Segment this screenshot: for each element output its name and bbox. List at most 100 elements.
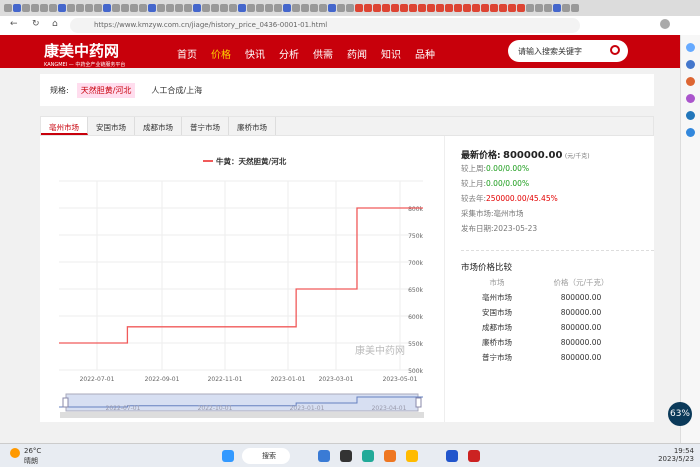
- browser-tab[interactable]: [22, 4, 30, 12]
- browser-tab[interactable]: [319, 4, 327, 12]
- browser-tab[interactable]: [175, 4, 183, 12]
- browser-tab[interactable]: [193, 4, 201, 12]
- browser-tab[interactable]: [211, 4, 219, 12]
- browser-tab[interactable]: [409, 4, 417, 12]
- browser-tab[interactable]: [49, 4, 57, 12]
- browser-tab[interactable]: [58, 4, 66, 12]
- browser-tab[interactable]: [544, 4, 552, 12]
- tag-icon[interactable]: [686, 60, 695, 69]
- browser-tab[interactable]: [202, 4, 210, 12]
- browser-tab[interactable]: [157, 4, 165, 12]
- browser-tab[interactable]: [418, 4, 426, 12]
- browser-tab[interactable]: [562, 4, 570, 12]
- browser-tab[interactable]: [139, 4, 147, 12]
- browser-tab[interactable]: [229, 4, 237, 12]
- nav-item[interactable]: 知识: [381, 50, 401, 61]
- market-tab[interactable]: 普宁市场: [182, 117, 229, 135]
- browser-tab[interactable]: [256, 4, 264, 12]
- browser-tab[interactable]: [148, 4, 156, 12]
- browser-tab[interactable]: [184, 4, 192, 12]
- browser-tab[interactable]: [130, 4, 138, 12]
- browser-tab[interactable]: [346, 4, 354, 12]
- site-logo[interactable]: 康美中药网 KANGMEI — 中药全产业链服务平台: [44, 42, 126, 68]
- browser-tab[interactable]: [436, 4, 444, 12]
- browser-tab[interactable]: [463, 4, 471, 12]
- browser-tab[interactable]: [67, 4, 75, 12]
- mail-icon[interactable]: [318, 450, 330, 462]
- telegram-icon[interactable]: [686, 128, 695, 137]
- browser-tab[interactable]: [490, 4, 498, 12]
- browser-tab[interactable]: [454, 4, 462, 12]
- browser-tab[interactable]: [445, 4, 453, 12]
- browser-tab[interactable]: [517, 4, 525, 12]
- browser-tab[interactable]: [40, 4, 48, 12]
- outlook-icon[interactable]: [686, 111, 695, 120]
- tools-icon[interactable]: [686, 77, 695, 86]
- word-icon[interactable]: [446, 450, 458, 462]
- browser-tab[interactable]: [535, 4, 543, 12]
- weather-text[interactable]: 晴朗: [24, 457, 38, 465]
- tab-strip[interactable]: [0, 0, 700, 16]
- battery-widget[interactable]: 63%: [668, 402, 692, 426]
- browser-tab[interactable]: [364, 4, 372, 12]
- market-tab[interactable]: 成都市场: [135, 117, 182, 135]
- slider-handle-left[interactable]: [62, 397, 69, 408]
- browser-tab[interactable]: [427, 4, 435, 12]
- browser-tab[interactable]: [382, 4, 390, 12]
- market-tab[interactable]: 安国市场: [88, 117, 135, 135]
- browser-tab[interactable]: [337, 4, 345, 12]
- browser-tab[interactable]: [310, 4, 318, 12]
- browser-tab[interactable]: [94, 4, 102, 12]
- browser-tab[interactable]: [373, 4, 381, 12]
- browser-tab[interactable]: [400, 4, 408, 12]
- slider-handle-right[interactable]: [415, 397, 422, 408]
- spec-option[interactable]: 天然胆黄/河北: [76, 82, 136, 98]
- browser-tab[interactable]: [301, 4, 309, 12]
- browser-tab[interactable]: [13, 4, 21, 12]
- taskbar-search[interactable]: 搜索: [242, 448, 290, 464]
- nav-item[interactable]: 供需: [313, 50, 333, 61]
- browser-tab[interactable]: [553, 4, 561, 12]
- folder-icon[interactable]: [406, 450, 418, 462]
- browser-tab[interactable]: [238, 4, 246, 12]
- browser-tab[interactable]: [499, 4, 507, 12]
- edge-icon[interactable]: [362, 450, 374, 462]
- scrollbar[interactable]: [60, 412, 424, 418]
- nav-item[interactable]: 药闻: [347, 50, 367, 61]
- browser-tab[interactable]: [85, 4, 93, 12]
- home-icon[interactable]: ⌂: [52, 19, 58, 29]
- browser-tab[interactable]: [508, 4, 516, 12]
- browser-tab[interactable]: [355, 4, 363, 12]
- nav-item[interactable]: 首页: [177, 50, 197, 61]
- spec-option[interactable]: 人工合成/上海: [151, 85, 203, 95]
- browser-tab[interactable]: [292, 4, 300, 12]
- browser-tab[interactable]: [103, 4, 111, 12]
- browser-tab[interactable]: [76, 4, 84, 12]
- nav-item[interactable]: 快讯: [245, 50, 265, 61]
- browser-tab[interactable]: [220, 4, 228, 12]
- profile-avatar[interactable]: [660, 19, 670, 29]
- search-icon[interactable]: [610, 45, 620, 55]
- browser-tab[interactable]: [328, 4, 336, 12]
- browser-tab[interactable]: [283, 4, 291, 12]
- pdf-icon[interactable]: [468, 450, 480, 462]
- games-icon[interactable]: [686, 94, 695, 103]
- nav-item[interactable]: 价格: [211, 50, 231, 61]
- browser-tab[interactable]: [166, 4, 174, 12]
- browser-tab[interactable]: [31, 4, 39, 12]
- weather-temp[interactable]: 26°C: [24, 447, 42, 455]
- browser-tab[interactable]: [4, 4, 12, 12]
- browser-tab[interactable]: [472, 4, 480, 12]
- browser-tab[interactable]: [526, 4, 534, 12]
- start-icon[interactable]: [222, 450, 234, 462]
- search-input[interactable]: 请输入搜索关键字: [508, 40, 628, 62]
- browser-tab[interactable]: [274, 4, 282, 12]
- browser-tab[interactable]: [112, 4, 120, 12]
- nav-item[interactable]: 分析: [279, 50, 299, 61]
- browser-tab[interactable]: [121, 4, 129, 12]
- browser-tab[interactable]: [265, 4, 273, 12]
- clock[interactable]: 19:54 2023/5/23: [658, 447, 694, 463]
- app-icon[interactable]: [340, 450, 352, 462]
- browser-tab[interactable]: [247, 4, 255, 12]
- refresh-icon[interactable]: ↻: [32, 19, 40, 29]
